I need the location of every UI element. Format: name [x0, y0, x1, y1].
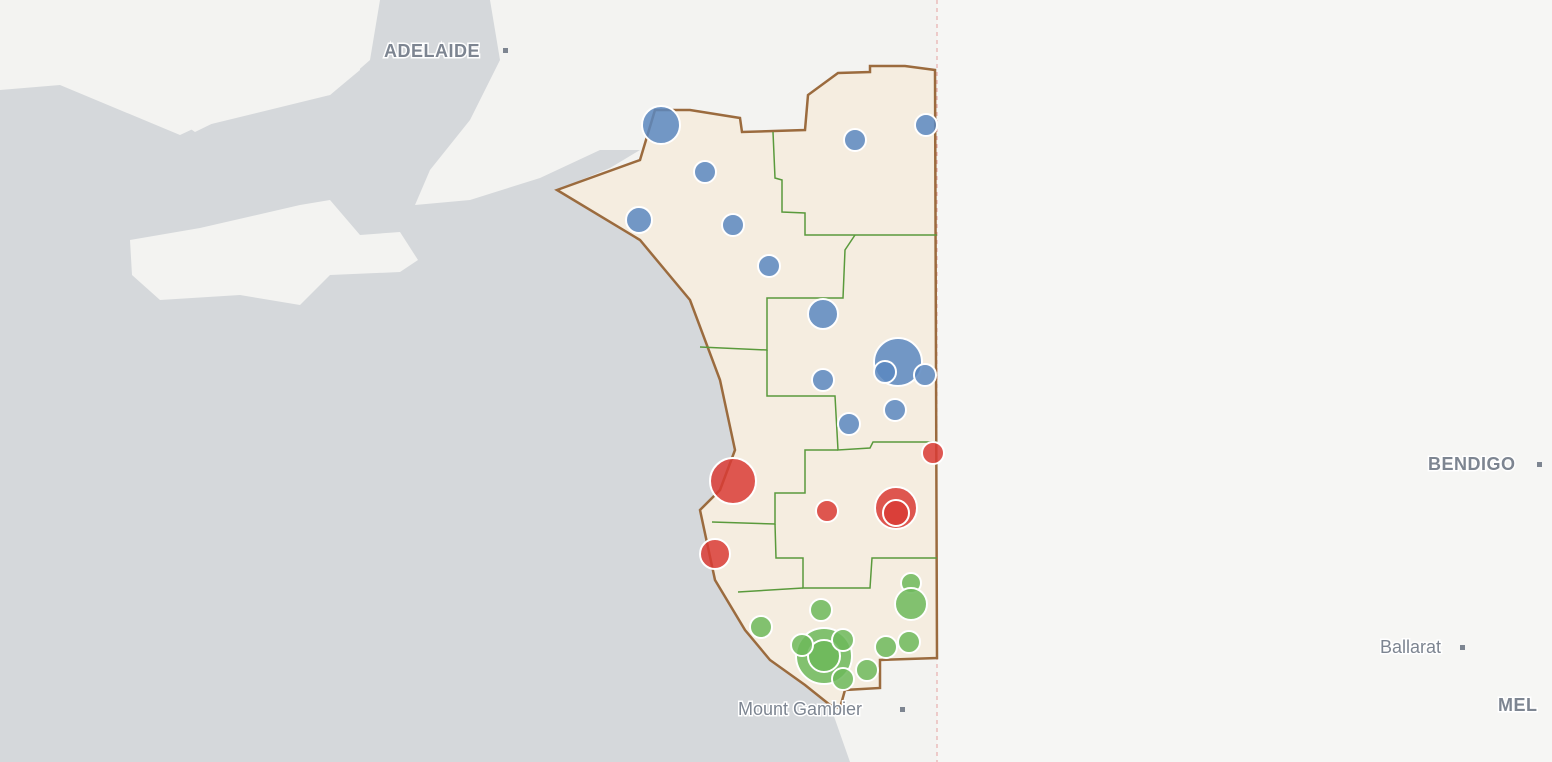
city-label: ADELAIDE — [384, 41, 480, 61]
peninsula — [185, 30, 360, 132]
markers — [625, 105, 945, 691]
sea — [0, 0, 850, 762]
city-dot — [1460, 645, 1465, 650]
city-label: MEL — [1498, 695, 1538, 715]
district-lines — [699, 131, 937, 593]
city-label: Ballarat — [1380, 637, 1441, 657]
city-label: Mount Gambier — [738, 699, 862, 719]
city-dot — [503, 48, 508, 53]
island — [130, 200, 418, 305]
city-dot — [900, 707, 905, 712]
land-east — [937, 0, 1552, 762]
city-dot — [1537, 462, 1542, 467]
island — [0, 5, 65, 80]
city-label: BENDIGO — [1428, 454, 1516, 474]
